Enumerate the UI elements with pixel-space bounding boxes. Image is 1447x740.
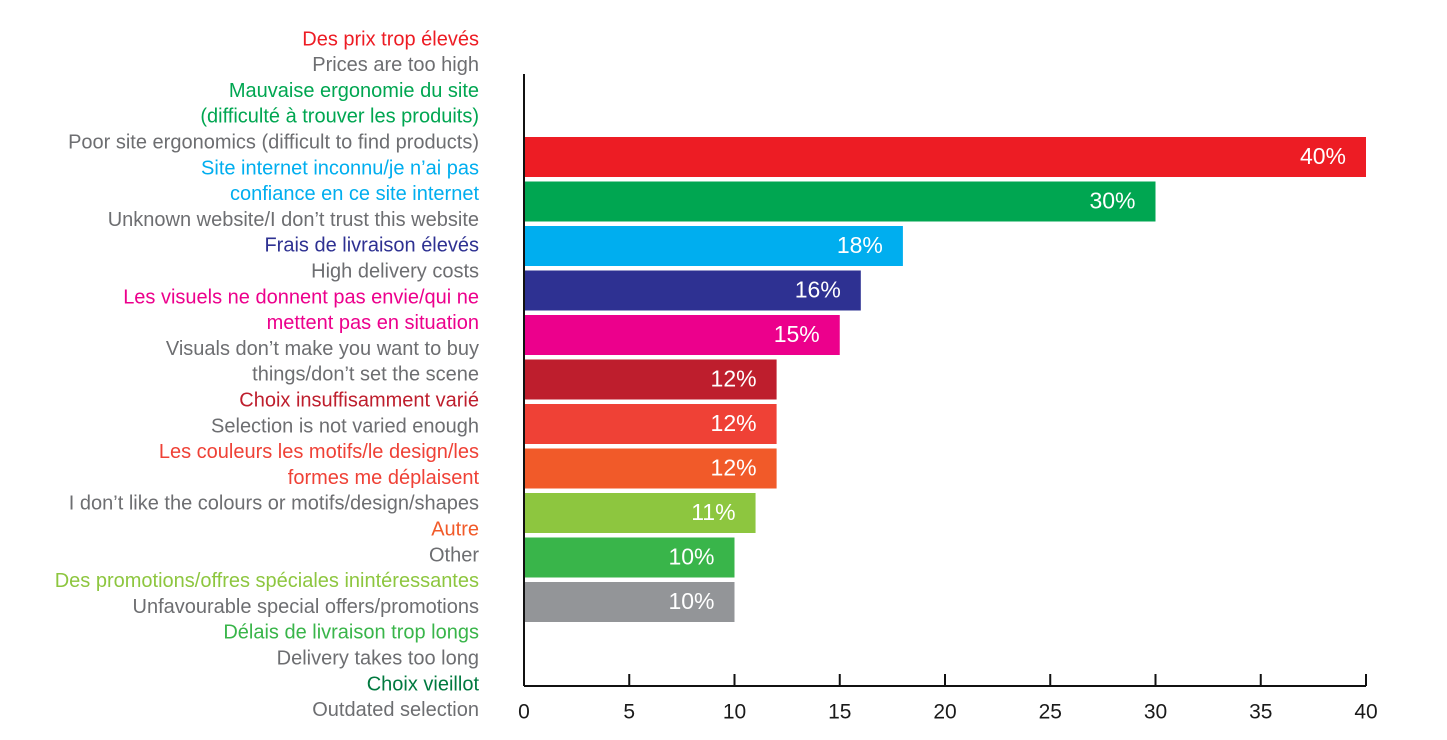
bar bbox=[524, 493, 756, 533]
category-label-line: Des promotions/offres spéciales inintére… bbox=[55, 570, 479, 592]
category-label-line: Les couleurs les motifs/le design/les bbox=[159, 441, 479, 463]
category-label-line: Unfavourable special offers/promotions bbox=[133, 596, 479, 618]
category-label-line: Autre bbox=[431, 518, 479, 540]
category-label-line: (difficulté à trouver les produits) bbox=[200, 106, 479, 128]
category-label-line: Outdated selection bbox=[312, 699, 479, 721]
bar-value-label: 40% bbox=[1300, 143, 1346, 169]
category-label-line: Site internet inconnu/je n’ai pas bbox=[201, 157, 479, 179]
bar-value-label: 18% bbox=[837, 232, 883, 258]
x-tick-label: 10 bbox=[723, 701, 746, 724]
category-label-line: Frais de livraison élevés bbox=[264, 235, 479, 257]
x-tick-label: 35 bbox=[1249, 701, 1272, 724]
bar bbox=[524, 448, 777, 489]
category-label-line: I don’t like the colours or motifs/desig… bbox=[69, 493, 479, 515]
category-label-line: Delivery takes too long bbox=[277, 647, 479, 669]
category-label-line: formes me déplaisent bbox=[288, 467, 480, 489]
bar bbox=[524, 537, 735, 578]
x-tick-label: 15 bbox=[828, 701, 851, 724]
bar-value-label: 11% bbox=[691, 499, 735, 525]
bar bbox=[524, 226, 903, 266]
bar bbox=[524, 137, 1366, 177]
category-label-line: Prices are too high bbox=[312, 54, 479, 76]
x-axis-ticks: 0 5 10 15 20 25 30 35 40 bbox=[518, 674, 1378, 724]
x-tick-label: 0 bbox=[518, 701, 530, 724]
category-label-line: mettent pas en situation bbox=[267, 312, 479, 334]
bar bbox=[524, 181, 1156, 222]
x-tick-label: 40 bbox=[1354, 701, 1377, 724]
x-tick-label: 25 bbox=[1039, 701, 1062, 724]
bar-value-label: 12% bbox=[711, 455, 757, 481]
x-tick-label: 20 bbox=[933, 701, 956, 724]
bar-value-label: 30% bbox=[1089, 188, 1135, 214]
bar-value-label: 15% bbox=[774, 321, 820, 347]
bar bbox=[524, 315, 840, 355]
bar-value-label: 12% bbox=[711, 366, 757, 392]
x-tick-label: 5 bbox=[623, 701, 635, 724]
bar-value-label: 10% bbox=[668, 544, 714, 570]
bar bbox=[524, 404, 777, 444]
category-label-line: things/don’t set the scene bbox=[252, 364, 479, 386]
category-label-line: Mauvaise ergonomie du site bbox=[229, 80, 479, 102]
category-label-line: Selection is not varied enough bbox=[211, 415, 479, 437]
bar bbox=[524, 359, 777, 400]
category-label-line: Les visuels ne donnent pas envie/qui ne bbox=[123, 286, 479, 308]
bar-value-label: 10% bbox=[668, 588, 714, 614]
category-label-line: Des prix trop élevés bbox=[302, 28, 479, 50]
category-label-line: Choix vieillot bbox=[367, 673, 480, 695]
bars: 40% 30% 18% 16% 15% 12% 12% 12% 11% 10% 10% bbox=[524, 137, 1366, 622]
category-label-line: Choix insuffisamment varié bbox=[239, 389, 479, 411]
x-tick-label: 30 bbox=[1144, 701, 1167, 724]
bar bbox=[524, 270, 861, 311]
category-label-line: High delivery costs bbox=[311, 260, 479, 282]
bar-value-label: 16% bbox=[795, 277, 841, 303]
category-label-line: Other bbox=[429, 544, 479, 566]
category-label-line: Délais de livraison trop longs bbox=[223, 622, 479, 644]
category-label-line: confiance en ce site internet bbox=[230, 183, 479, 205]
category-label-line: Visuals don’t make you want to buy bbox=[166, 338, 479, 360]
bar bbox=[524, 582, 735, 622]
category-label-line: Unknown website/I don’t trust this websi… bbox=[108, 209, 479, 231]
bar-value-label: 12% bbox=[711, 410, 757, 436]
category-labels: Des prix trop élevés Prices are too high M… bbox=[55, 28, 480, 721]
category-label-line: Poor site ergonomics (difficult to find … bbox=[68, 131, 479, 153]
